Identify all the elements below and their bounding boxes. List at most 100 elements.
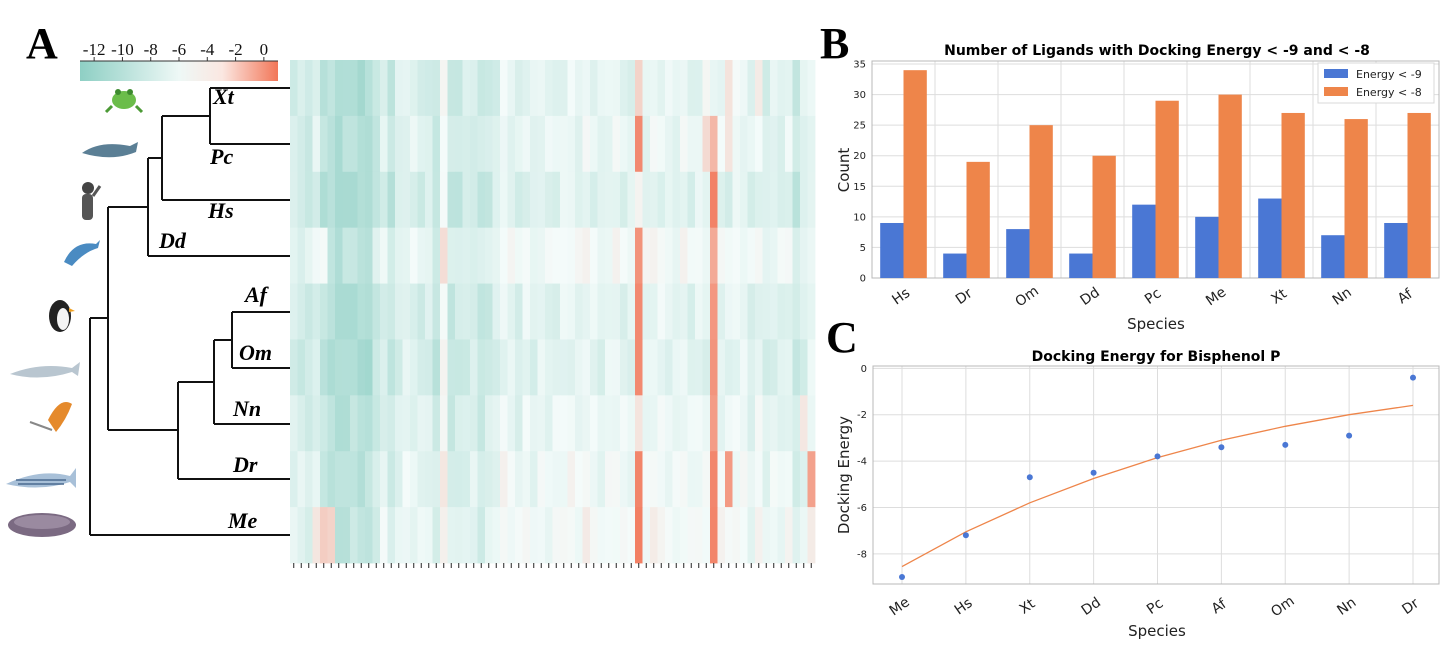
bird-icon bbox=[29, 402, 72, 432]
heatmap-cell bbox=[612, 60, 621, 117]
heatmap-cell bbox=[515, 507, 523, 564]
scatter-point bbox=[1282, 441, 1289, 448]
heatmap-cell bbox=[305, 171, 313, 229]
heatmap-cell bbox=[740, 339, 748, 396]
heatmap-cell bbox=[305, 339, 313, 396]
heatmap-cell bbox=[717, 115, 726, 173]
bar-xtick-label: Af bbox=[1395, 286, 1417, 308]
heatmap bbox=[290, 60, 816, 564]
heatmap-cell bbox=[425, 507, 433, 564]
scatter-point bbox=[1410, 374, 1416, 381]
heatmap-cell bbox=[665, 227, 673, 284]
heatmap-cell bbox=[612, 339, 621, 396]
legend-label-energy-9: Energy < -9 bbox=[1356, 68, 1422, 81]
heatmap-cell bbox=[560, 339, 568, 396]
heatmap-cell bbox=[770, 395, 778, 452]
heatmap-cell bbox=[335, 283, 343, 340]
bar-xtick-label: Pc bbox=[1142, 286, 1164, 308]
heatmap-cell bbox=[747, 115, 756, 173]
heatmap-cell bbox=[575, 395, 583, 452]
heatmap-cell bbox=[770, 451, 778, 508]
heatmap-cell bbox=[312, 451, 321, 508]
heatmap-cell bbox=[710, 451, 718, 508]
heatmap-cell bbox=[440, 283, 448, 340]
heatmap-cell bbox=[732, 227, 741, 284]
heatmap-cell bbox=[807, 507, 816, 564]
heatmap-cell bbox=[290, 283, 298, 340]
heatmap-cell bbox=[552, 451, 561, 508]
colorbar-gradient bbox=[80, 61, 278, 81]
heatmap-cell bbox=[290, 171, 298, 229]
heatmap-cell bbox=[335, 227, 343, 284]
heatmap-cell bbox=[290, 451, 298, 508]
heatmap-cell bbox=[470, 507, 478, 564]
heatmap-cell bbox=[537, 171, 546, 229]
heatmap-cell bbox=[417, 227, 426, 284]
heatmap-cell bbox=[792, 227, 801, 284]
heatmap-cell bbox=[770, 115, 778, 173]
heatmap-cell bbox=[530, 227, 538, 284]
heatmap-cell bbox=[605, 115, 613, 173]
heatmap-cell bbox=[807, 227, 816, 284]
heatmap-cell bbox=[792, 507, 801, 564]
heatmap-cell bbox=[635, 395, 643, 452]
heatmap-cell bbox=[410, 115, 418, 173]
heatmap-cell bbox=[440, 395, 448, 452]
heatmap-cell bbox=[785, 283, 793, 340]
heatmap-cell bbox=[747, 60, 756, 117]
heatmap-cell bbox=[335, 339, 343, 396]
heatmap-cell bbox=[590, 60, 598, 117]
scatter-ytick-label: -6 bbox=[857, 503, 867, 514]
heatmap-cell bbox=[402, 395, 411, 452]
heatmap-cell bbox=[560, 171, 568, 229]
heatmap-cell bbox=[575, 451, 583, 508]
heatmap-cell bbox=[762, 115, 771, 173]
heatmap-cell bbox=[620, 171, 628, 229]
bar-energy-9 bbox=[1384, 222, 1408, 278]
scatter-point bbox=[1346, 432, 1353, 439]
heatmap-cell bbox=[635, 171, 643, 229]
heatmap-cell bbox=[740, 171, 748, 229]
heatmap-cell bbox=[732, 60, 741, 117]
heatmap-cell bbox=[717, 395, 726, 452]
heatmap-cell bbox=[560, 283, 568, 340]
heatmap-cell bbox=[365, 171, 373, 229]
colorbar-tick-label: -6 bbox=[172, 40, 186, 59]
bar-xtick-label: Hs bbox=[889, 285, 913, 308]
heatmap-cell bbox=[627, 451, 636, 508]
heatmap-cell bbox=[350, 283, 358, 340]
heatmap-cell bbox=[702, 451, 711, 508]
heatmap-cell bbox=[327, 227, 336, 284]
bar-chart-ylabel: Count bbox=[835, 148, 853, 193]
scatter-points bbox=[899, 374, 1416, 580]
heatmap-cell bbox=[590, 227, 598, 284]
heatmap-cell bbox=[507, 395, 516, 452]
heatmap-cell bbox=[515, 339, 523, 396]
heatmap-cell bbox=[575, 283, 583, 340]
heatmap-cell bbox=[785, 339, 793, 396]
penguin-icon bbox=[49, 300, 75, 332]
heatmap-cell bbox=[522, 171, 531, 229]
heatmap-cell bbox=[327, 395, 336, 452]
heatmap-cell bbox=[635, 507, 643, 564]
heatmap-cell bbox=[462, 60, 471, 117]
heatmap-cell bbox=[650, 451, 658, 508]
heatmap-cell bbox=[702, 115, 711, 173]
species-illustrations bbox=[6, 89, 144, 537]
heatmap-cell bbox=[507, 227, 516, 284]
heatmap-cell bbox=[350, 451, 358, 508]
heatmap-cell bbox=[755, 451, 763, 508]
bar-energy-8 bbox=[1407, 112, 1431, 279]
heatmap-cell bbox=[575, 339, 583, 396]
heatmap-cell bbox=[522, 115, 531, 173]
heatmap-cell bbox=[297, 395, 306, 452]
heatmap-cell bbox=[657, 171, 666, 229]
heatmap-cell bbox=[597, 339, 606, 396]
heatmap-cell bbox=[492, 395, 501, 452]
heatmap-cell bbox=[807, 451, 816, 508]
heatmap-cell bbox=[305, 115, 313, 173]
bar-xtick-label: Me bbox=[1203, 284, 1229, 309]
heatmap-cell bbox=[627, 171, 636, 229]
heatmap-cell bbox=[425, 60, 433, 117]
